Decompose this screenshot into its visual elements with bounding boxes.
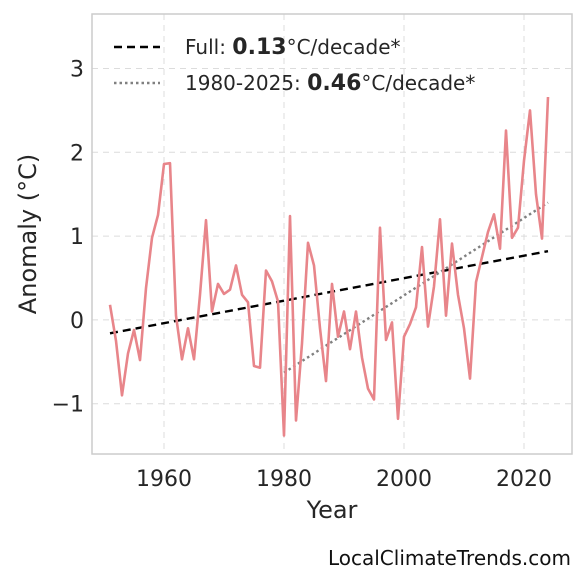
anomaly-series-line (108, 96, 550, 437)
plot-frame (91, 13, 573, 455)
trend-lines (109, 201, 549, 374)
x-tick-label: 1960 (136, 467, 192, 492)
legend-label: Full: (185, 35, 232, 59)
x-tick-label: 2020 (496, 467, 552, 492)
x-tick-labels: 1960 1980 2000 2020 (136, 467, 552, 492)
legend-label: 1980-2025: (185, 71, 307, 95)
full-trend-line (109, 250, 549, 335)
legend-unit: °C/decade* (361, 71, 475, 95)
series-lines (108, 96, 550, 437)
x-axis-label: Year (306, 496, 358, 524)
y-tick-labels: −1 0 1 2 3 (52, 57, 84, 417)
legend-value: 0.13 (232, 35, 286, 60)
y-tick-label: 3 (70, 57, 84, 82)
credit-text: LocalClimateTrends.com (327, 546, 571, 570)
y-tick-label: 2 (70, 141, 84, 166)
legend-entry: 1980-2025: 0.46°C/decade* (185, 71, 475, 96)
legend-value: 0.46 (307, 71, 361, 96)
y-axis-label: Anomaly (°C) (14, 154, 42, 314)
y-tick-label: −1 (52, 393, 84, 418)
legend-entry: Full: 0.13°C/decade* (185, 35, 401, 60)
y-tick-label: 0 (70, 309, 84, 334)
x-tick-label: 2000 (376, 467, 432, 492)
x-tick-label: 1980 (256, 467, 312, 492)
y-tick-label: 1 (70, 225, 84, 250)
recent-trend-line (283, 201, 549, 374)
legend-unit: °C/decade* (287, 35, 401, 59)
legend: Full: 0.13°C/decade*1980-2025: 0.46°C/de… (114, 35, 475, 96)
